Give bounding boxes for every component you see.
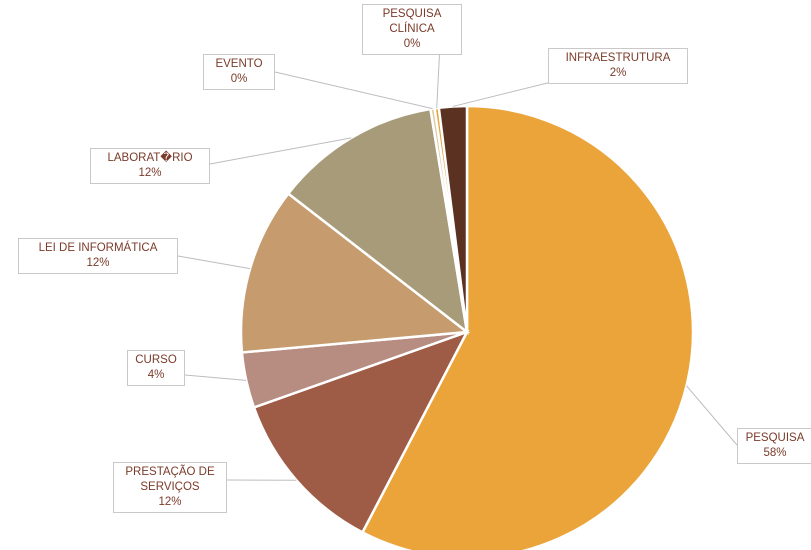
data-label: PESQUISA 58% <box>737 428 811 464</box>
data-label: CURSO 4% <box>127 350 185 386</box>
data-label: LABORAT�RIO 12% <box>90 148 210 184</box>
data-label: LEI DE INFORMÁTICA 12% <box>18 238 178 274</box>
value-label: 58% <box>763 447 787 459</box>
value-label: 12% <box>158 496 182 508</box>
category-label: CURSO <box>135 354 177 366</box>
pie-slice <box>252 329 470 535</box>
leader-line <box>686 385 738 446</box>
data-label: INFRAESTRUTURA 2% <box>548 48 688 84</box>
category-label: INFRAESTRUTURA <box>565 52 671 64</box>
value-label: 2% <box>609 67 627 79</box>
value-label: 0% <box>403 38 421 50</box>
category-label: PESQUISA CLÍNICA <box>382 8 442 35</box>
pie-slice <box>360 104 695 550</box>
category-label: LABORAT�RIO <box>107 152 193 164</box>
category-label: LEI DE INFORMÁTICA <box>38 242 158 254</box>
leader-line <box>209 137 352 165</box>
category-label: PESQUISA <box>745 432 805 444</box>
value-label: 0% <box>230 73 248 85</box>
data-label: PESQUISA CLÍNICA 0% <box>362 4 462 55</box>
pie-slice <box>286 107 469 335</box>
data-label: EVENTO 0% <box>203 54 275 90</box>
value-label: 12% <box>138 167 162 179</box>
category-label: EVENTO <box>215 58 263 70</box>
value-label: 4% <box>147 369 165 381</box>
data-label: PRESTAÇÃO DE SERVIÇOS 12% <box>113 462 227 513</box>
leader-line <box>274 71 433 110</box>
leader-line <box>184 374 247 381</box>
pie-slice <box>239 191 471 354</box>
leader-line <box>177 255 251 270</box>
category-label: PRESTAÇÃO DE SERVIÇOS <box>125 466 215 493</box>
value-label: 12% <box>86 257 110 269</box>
